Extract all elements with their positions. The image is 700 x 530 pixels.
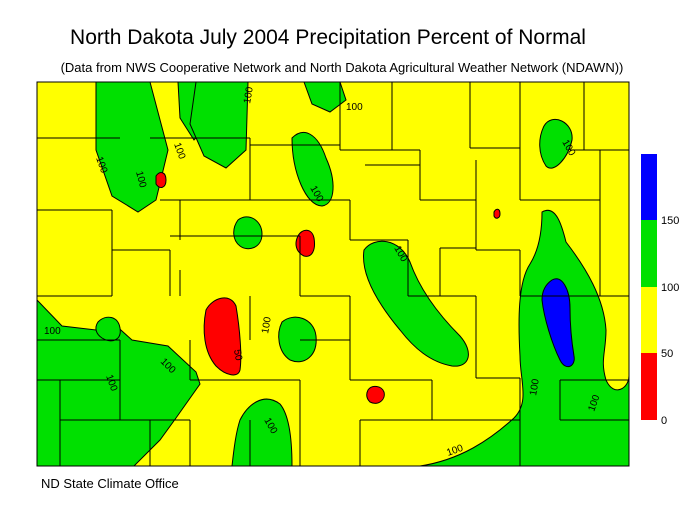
legend-swatch-50-100 xyxy=(641,287,657,353)
state-border xyxy=(36,81,630,467)
red-region-west xyxy=(155,172,167,188)
county-lines-row2 xyxy=(37,150,601,296)
red-region-south xyxy=(366,385,385,404)
county-lines-row4 xyxy=(37,250,629,378)
county-lines-row5 xyxy=(37,339,629,420)
red-region-north xyxy=(295,229,315,257)
contour-label-17: 50 xyxy=(231,349,244,362)
map-title: North Dakota July 2004 Precipitation Per… xyxy=(70,26,586,49)
county-lines-north xyxy=(37,82,629,200)
green-region-south-central xyxy=(278,316,317,363)
green-region-ne-oval xyxy=(539,119,573,169)
red-regions xyxy=(155,172,501,404)
red-region-east-dot xyxy=(493,208,501,219)
county-boundaries xyxy=(36,81,630,467)
county-lines-row3 xyxy=(112,235,521,296)
contour-label-13: 100 xyxy=(528,378,542,397)
green-region-central-ridge xyxy=(362,240,469,367)
green-region-nw-strip xyxy=(95,81,169,213)
legend-swatch-above-150 xyxy=(641,154,657,220)
contour-label-1: 100 xyxy=(242,86,256,105)
contour-label-11: 100 xyxy=(260,316,274,335)
contour-label-2: 100 xyxy=(346,102,363,113)
legend-tick-150: 150 xyxy=(661,215,679,227)
color-legend: 150 100 50 0 xyxy=(641,154,679,427)
county-lines-west xyxy=(59,250,251,466)
contour-label-9: 100 xyxy=(44,326,61,337)
footer-credit: ND State Climate Office xyxy=(41,476,179,491)
map-subtitle: (Data from NWS Cooperative Network and N… xyxy=(60,60,624,75)
legend-tick-0: 0 xyxy=(661,415,667,427)
green-region-small-blob xyxy=(233,216,263,250)
blue-region-east xyxy=(541,278,575,368)
contour-label-5: 100 xyxy=(133,170,148,189)
red-region-central-sw xyxy=(203,297,242,376)
legend-tick-100: 100 xyxy=(661,282,679,294)
legend-swatch-below-50 xyxy=(641,353,657,420)
green-region-north-central xyxy=(291,132,334,207)
legend-swatch-100-150 xyxy=(641,220,657,287)
county-lines-row6 xyxy=(37,379,629,466)
green-region-south-lobe xyxy=(231,398,293,467)
legend-tick-50: 50 xyxy=(661,348,673,360)
green-regions xyxy=(36,81,630,467)
